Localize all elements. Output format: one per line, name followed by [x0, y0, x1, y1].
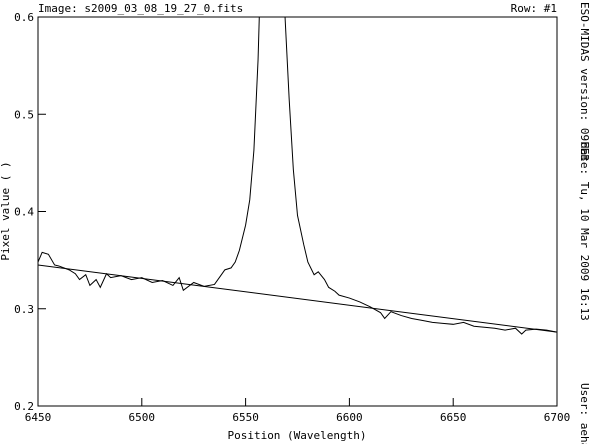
series-line	[38, 264, 557, 333]
x-axis-label: Position (Wavelength)	[227, 429, 366, 442]
y-tick-label: 0.6	[14, 11, 34, 24]
image-name: Image: s2009_03_08_19_27_0.fits	[38, 2, 243, 15]
row-label: Row: #1	[511, 2, 557, 15]
x-tick-label: 6600	[336, 411, 363, 424]
x-tick-label: 6550	[232, 411, 259, 424]
x-tick-label: 6450	[25, 411, 52, 424]
y-axis-label: Pixel value ( )	[0, 161, 12, 260]
y-tick-label: 0.2	[14, 400, 34, 413]
version: ESO-MIDAS version: 09FEB	[578, 2, 589, 161]
y-tick-label: 0.4	[14, 206, 34, 219]
x-tick-label: 6500	[129, 411, 156, 424]
x-tick-label: 6650	[440, 411, 467, 424]
y-tick-label: 0.5	[14, 108, 34, 121]
y-tick-label: 0.3	[14, 303, 34, 316]
user: User: aehan	[578, 383, 589, 444]
x-tick-label: 6700	[544, 411, 571, 424]
date: date: Tu, 10 Mar 2009 16:13	[578, 142, 589, 321]
